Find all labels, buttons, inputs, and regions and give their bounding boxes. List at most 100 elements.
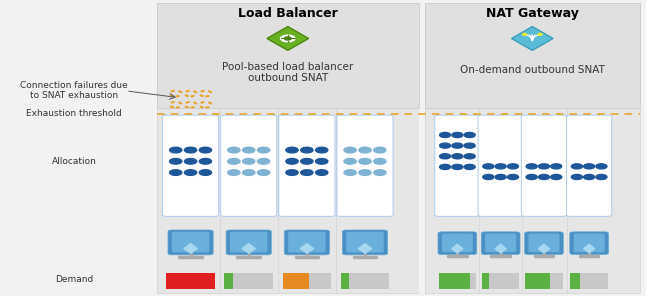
FancyBboxPatch shape	[167, 273, 214, 289]
FancyBboxPatch shape	[435, 115, 480, 216]
Polygon shape	[359, 244, 371, 253]
Circle shape	[284, 37, 291, 40]
FancyBboxPatch shape	[567, 115, 612, 216]
Circle shape	[286, 147, 298, 153]
Circle shape	[526, 164, 537, 169]
Circle shape	[596, 174, 607, 180]
Circle shape	[452, 154, 463, 159]
Circle shape	[523, 33, 526, 35]
Circle shape	[344, 170, 357, 175]
Circle shape	[538, 33, 542, 35]
FancyBboxPatch shape	[230, 232, 267, 252]
FancyBboxPatch shape	[478, 115, 523, 216]
Circle shape	[185, 147, 196, 153]
Circle shape	[199, 158, 211, 164]
Text: On-demand outbound SNAT: On-demand outbound SNAT	[460, 65, 605, 75]
Circle shape	[286, 158, 298, 164]
Circle shape	[257, 147, 270, 153]
FancyBboxPatch shape	[470, 273, 476, 289]
Circle shape	[526, 174, 537, 180]
Circle shape	[452, 164, 463, 170]
Circle shape	[507, 164, 519, 169]
Circle shape	[483, 164, 494, 169]
FancyBboxPatch shape	[172, 232, 209, 252]
FancyBboxPatch shape	[157, 3, 419, 108]
Circle shape	[464, 143, 475, 148]
Polygon shape	[583, 244, 595, 253]
Circle shape	[257, 158, 270, 164]
FancyBboxPatch shape	[525, 273, 550, 289]
Text: Load Balancer: Load Balancer	[238, 7, 338, 20]
Circle shape	[507, 174, 519, 180]
FancyBboxPatch shape	[550, 273, 563, 289]
Circle shape	[583, 174, 595, 180]
Circle shape	[228, 158, 240, 164]
Text: Exhaustion threshold: Exhaustion threshold	[26, 110, 122, 118]
Circle shape	[300, 147, 313, 153]
FancyBboxPatch shape	[481, 232, 520, 255]
Circle shape	[538, 164, 550, 169]
Circle shape	[243, 170, 255, 175]
Circle shape	[483, 174, 494, 180]
Circle shape	[286, 170, 298, 175]
Circle shape	[228, 147, 240, 153]
FancyBboxPatch shape	[309, 273, 331, 289]
FancyBboxPatch shape	[485, 234, 516, 252]
FancyBboxPatch shape	[438, 232, 477, 255]
Circle shape	[464, 164, 475, 170]
Text: Pool-based load balancer
outbound SNAT: Pool-based load balancer outbound SNAT	[222, 62, 353, 83]
Circle shape	[199, 147, 211, 153]
FancyBboxPatch shape	[233, 273, 273, 289]
Circle shape	[169, 147, 182, 153]
FancyBboxPatch shape	[283, 273, 309, 289]
FancyBboxPatch shape	[341, 273, 349, 289]
Polygon shape	[242, 244, 255, 253]
FancyBboxPatch shape	[346, 232, 384, 252]
FancyBboxPatch shape	[425, 3, 640, 108]
Circle shape	[538, 174, 550, 180]
FancyBboxPatch shape	[525, 232, 563, 255]
Circle shape	[228, 170, 240, 175]
Circle shape	[280, 35, 295, 42]
Text: NAT Gateway: NAT Gateway	[486, 7, 579, 20]
Circle shape	[169, 170, 182, 175]
Circle shape	[439, 143, 451, 148]
FancyBboxPatch shape	[570, 273, 580, 289]
Circle shape	[583, 164, 595, 169]
FancyBboxPatch shape	[226, 230, 271, 255]
Polygon shape	[184, 244, 197, 253]
Polygon shape	[452, 244, 463, 253]
Polygon shape	[300, 244, 313, 253]
Text: Connection failures due
to SNAT exhaustion: Connection failures due to SNAT exhausti…	[21, 81, 128, 100]
FancyBboxPatch shape	[225, 273, 233, 289]
Circle shape	[315, 158, 328, 164]
Circle shape	[495, 164, 506, 169]
Polygon shape	[267, 27, 309, 50]
Circle shape	[300, 170, 313, 175]
Circle shape	[359, 147, 371, 153]
Polygon shape	[538, 244, 550, 253]
FancyBboxPatch shape	[279, 115, 335, 216]
Circle shape	[373, 147, 386, 153]
FancyBboxPatch shape	[337, 115, 393, 216]
Circle shape	[359, 158, 371, 164]
FancyBboxPatch shape	[168, 230, 213, 255]
Circle shape	[439, 132, 451, 138]
Circle shape	[185, 158, 196, 164]
Circle shape	[315, 170, 328, 175]
Circle shape	[550, 174, 562, 180]
Circle shape	[315, 147, 328, 153]
Circle shape	[464, 132, 475, 138]
Circle shape	[495, 174, 506, 180]
FancyBboxPatch shape	[570, 232, 609, 255]
Circle shape	[596, 164, 607, 169]
Circle shape	[359, 170, 371, 175]
FancyBboxPatch shape	[580, 273, 608, 289]
Circle shape	[300, 158, 313, 164]
Circle shape	[550, 164, 562, 169]
FancyBboxPatch shape	[521, 115, 567, 216]
FancyBboxPatch shape	[284, 230, 329, 255]
Circle shape	[571, 164, 583, 169]
FancyBboxPatch shape	[419, 3, 425, 293]
Circle shape	[344, 147, 357, 153]
